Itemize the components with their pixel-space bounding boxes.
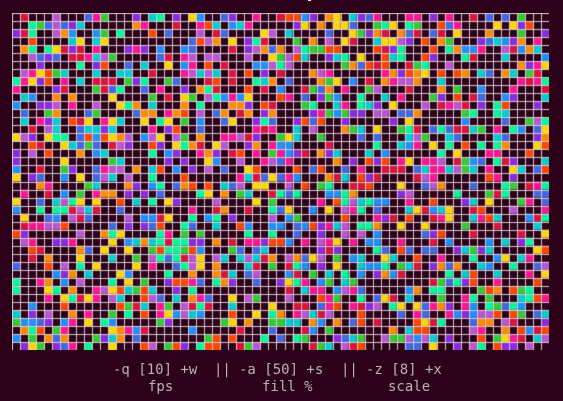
scale-label: scale [388, 379, 431, 395]
separator: || [341, 362, 358, 378]
cell-grid [12, 13, 549, 350]
scale-control[interactable]: -z [8] +x [366, 362, 442, 378]
fps-control[interactable]: -q [10] +w [113, 362, 198, 378]
control-bar: -q [10] +w || -a [50] +s || -z [8] +x fp… [0, 362, 563, 401]
cursor-marker [308, 0, 311, 1]
separator: || [214, 362, 231, 378]
fill-label: fill % [262, 379, 313, 395]
fps-label: fps [148, 379, 174, 395]
fill-control[interactable]: -a [50] +s [239, 362, 324, 378]
